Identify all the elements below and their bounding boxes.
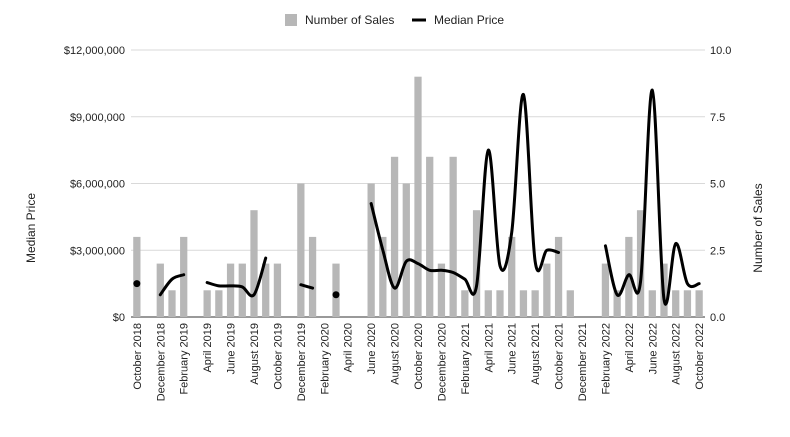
bar: [484, 290, 492, 317]
bar: [472, 210, 481, 317]
y-right-tick-label: 2.5: [710, 245, 725, 257]
legend-swatch-median-price: [412, 18, 426, 22]
x-tick-label: August 2019: [249, 323, 261, 385]
line-point: [332, 291, 340, 299]
bar: [215, 290, 223, 317]
bar: [508, 236, 516, 317]
legend-swatch-number-of-sales: [285, 14, 297, 26]
bar-series: [133, 76, 703, 317]
line-segment: [603, 88, 701, 306]
y-left-tick-label: $3,000,000: [70, 245, 125, 257]
y-right-tick-label: 5.0: [710, 179, 725, 191]
line-segment: [299, 283, 315, 290]
bar: [262, 263, 270, 317]
x-tick-label: February 2019: [179, 323, 191, 395]
x-tick-label: December 2018: [155, 323, 167, 401]
y-left-tick-label: $12,000,000: [64, 45, 125, 57]
x-tick-label: February 2021: [460, 323, 472, 395]
bar: [390, 156, 399, 317]
x-tick-label: December 2021: [577, 323, 589, 401]
bar: [367, 183, 375, 317]
bar: [648, 290, 656, 317]
x-tick-label: October 2021: [554, 323, 566, 390]
x-tick-label: August 2020: [390, 323, 402, 385]
y-left-tick-label: $0: [113, 312, 125, 324]
x-tick-label: April 2021: [483, 323, 495, 373]
bar: [426, 156, 434, 317]
x-tick-label: August 2022: [671, 323, 683, 385]
bar: [531, 290, 539, 317]
x-tick-label: December 2019: [296, 323, 308, 401]
x-tick-label: February 2022: [600, 323, 612, 395]
bar: [203, 290, 211, 317]
x-tick-label: August 2021: [530, 323, 542, 385]
legend-label-median-price: Median Price: [434, 13, 504, 27]
bar: [566, 290, 574, 317]
bar: [613, 290, 621, 317]
x-tick-label: April 2019: [202, 323, 214, 373]
bar: [308, 236, 317, 317]
x-tick-label: June 2019: [226, 323, 238, 374]
bar: [273, 263, 282, 317]
legend: Number of Sales Median Price: [285, 13, 504, 27]
y-right-tick-label: 7.5: [710, 112, 725, 124]
x-axis-ticks: October 2018 December 2018 February 2019 Ap…: [132, 323, 706, 401]
bar: [133, 236, 141, 317]
x-tick-label: June 2020: [366, 323, 378, 374]
x-tick-label: June 2022: [647, 323, 659, 374]
line-series: [133, 88, 701, 306]
bar: [379, 236, 387, 317]
y-axis-right-ticks: 0.0 2.5 5.0 7.5 10.0: [710, 45, 731, 324]
y-left-tick-label: $6,000,000: [70, 179, 125, 191]
bar: [156, 263, 164, 317]
x-tick-label: October 2018: [132, 323, 144, 390]
y-left-tick-label: $9,000,000: [70, 112, 125, 124]
x-tick-label: October 2020: [413, 323, 425, 390]
x-tick-label: April 2020: [343, 323, 355, 373]
bar: [402, 183, 410, 317]
bar: [625, 236, 633, 317]
x-tick-label: December 2020: [436, 323, 448, 401]
bar: [449, 156, 457, 317]
x-tick-label: June 2021: [507, 323, 519, 374]
x-tick-label: October 2019: [272, 323, 284, 390]
x-tick-label: April 2022: [624, 323, 636, 373]
bar: [168, 290, 176, 317]
bar: [180, 236, 188, 317]
bar: [332, 263, 340, 317]
bar: [250, 210, 258, 317]
bar: [437, 263, 446, 317]
bar: [238, 263, 246, 317]
bar: [672, 290, 680, 317]
line-point: [133, 280, 141, 288]
bar: [496, 290, 504, 317]
x-tick-label: February 2020: [319, 323, 331, 395]
bar: [519, 290, 528, 317]
bar: [414, 76, 422, 317]
bar: [554, 236, 563, 317]
y-right-tick-label: 0.0: [710, 312, 725, 324]
y-right-tick-label: 10.0: [710, 45, 731, 57]
bar: [226, 263, 235, 317]
legend-label-number-of-sales: Number of Sales: [305, 13, 394, 27]
line-segment: [158, 273, 186, 297]
bar: [543, 263, 551, 317]
bar: [601, 263, 610, 317]
y-axis-left-ticks: $0 $3,000,000 $6,000,000 $9,000,000 $12,000,…: [64, 45, 125, 324]
line-segment: [369, 92, 561, 296]
line-segment: [205, 256, 268, 298]
y-axis-right-title: Number of Sales: [751, 183, 765, 272]
bar: [297, 183, 305, 317]
y-axis-left-title: Median Price: [24, 193, 38, 263]
bar: [461, 290, 469, 317]
bar: [683, 290, 692, 317]
x-tick-label: October 2022: [694, 323, 706, 390]
bar: [695, 290, 703, 317]
